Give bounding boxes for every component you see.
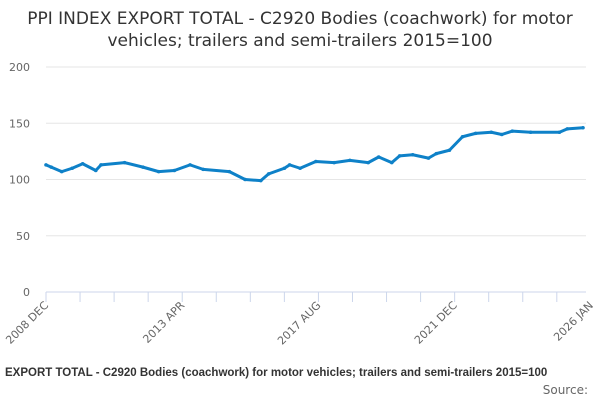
- data-point: [528, 130, 533, 135]
- x-tick-label: 2008 DEC: [3, 299, 51, 347]
- data-point: [489, 130, 494, 135]
- source-label: Source:: [542, 383, 588, 397]
- data-point: [581, 125, 585, 130]
- data-point: [156, 169, 161, 174]
- data-point: [332, 160, 336, 165]
- data-point: [44, 163, 48, 167]
- data-point: [565, 127, 570, 131]
- data-point: [314, 159, 318, 164]
- data-point: [460, 134, 465, 139]
- data-point: [99, 163, 103, 167]
- y-tick-label: 100: [9, 174, 30, 187]
- data-point: [557, 130, 562, 135]
- data-point: [172, 168, 177, 173]
- data-point: [499, 132, 504, 137]
- data-point: [287, 163, 292, 167]
- data-point: [266, 172, 271, 176]
- data-point: [243, 177, 247, 182]
- x-tick-label: 2021 DEC: [412, 299, 460, 347]
- data-point: [348, 158, 352, 163]
- x-tick-label: 2026 JAN: [551, 299, 596, 344]
- data-point: [80, 161, 85, 166]
- data-point: [376, 155, 381, 159]
- y-tick-label: 0: [23, 286, 30, 299]
- y-tick-label: 200: [9, 61, 30, 74]
- data-point: [282, 166, 287, 171]
- y-tick-label: 150: [9, 117, 30, 130]
- chart-title: PPI INDEX EXPORT TOTAL - C2920 Bodies (c…: [27, 9, 573, 51]
- data-point: [410, 152, 415, 157]
- data-point: [141, 165, 145, 169]
- series-line: [45, 126, 584, 183]
- data-point: [59, 169, 64, 174]
- x-tick-label: 2013 APR: [140, 299, 187, 346]
- data-point: [259, 178, 263, 183]
- data-point: [122, 160, 127, 165]
- data-point: [447, 148, 452, 153]
- series-label: EXPORT TOTAL - C2920 Bodies (coachwork) …: [5, 367, 548, 379]
- data-point: [366, 160, 371, 165]
- data-point: [201, 167, 205, 172]
- data-point: [227, 169, 232, 174]
- data-point: [397, 154, 402, 158]
- data-point: [510, 129, 515, 133]
- data-point: [188, 163, 192, 167]
- data-point: [298, 166, 302, 171]
- data-point: [389, 160, 394, 165]
- data-point: [473, 131, 478, 136]
- data-point: [434, 151, 439, 156]
- data-point: [93, 168, 98, 173]
- x-tick-label: 2017 AUG: [275, 299, 324, 348]
- y-tick-label: 50: [16, 230, 30, 243]
- data-point: [70, 166, 74, 171]
- data-point: [426, 156, 431, 160]
- data-point: [49, 165, 54, 169]
